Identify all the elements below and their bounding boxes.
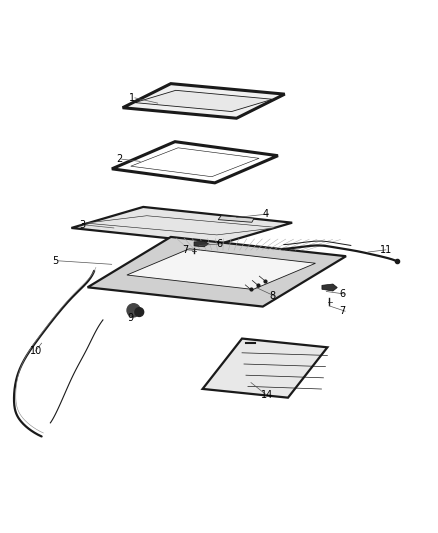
- Text: 1: 1: [129, 93, 135, 103]
- Text: 2: 2: [116, 154, 122, 164]
- Polygon shape: [218, 216, 254, 222]
- Text: 5: 5: [53, 256, 59, 266]
- Text: 14: 14: [261, 390, 273, 400]
- Text: 11: 11: [380, 245, 392, 255]
- Text: 10: 10: [30, 346, 42, 356]
- Text: 7: 7: [339, 306, 346, 316]
- Text: 3: 3: [79, 220, 85, 230]
- Polygon shape: [71, 207, 292, 244]
- Polygon shape: [112, 142, 278, 183]
- Polygon shape: [131, 148, 259, 177]
- Polygon shape: [123, 84, 285, 118]
- Text: 6: 6: [217, 239, 223, 249]
- Polygon shape: [88, 237, 346, 306]
- Text: 7: 7: [182, 245, 188, 255]
- Polygon shape: [86, 216, 278, 235]
- Polygon shape: [202, 338, 328, 398]
- Text: 6: 6: [339, 289, 346, 299]
- Polygon shape: [194, 241, 208, 247]
- Text: 9: 9: [127, 313, 133, 323]
- Circle shape: [135, 308, 144, 317]
- Polygon shape: [135, 90, 272, 111]
- Text: 4: 4: [263, 209, 269, 219]
- Circle shape: [127, 304, 140, 317]
- Text: 8: 8: [269, 291, 276, 301]
- Polygon shape: [127, 249, 315, 289]
- Polygon shape: [322, 284, 337, 291]
